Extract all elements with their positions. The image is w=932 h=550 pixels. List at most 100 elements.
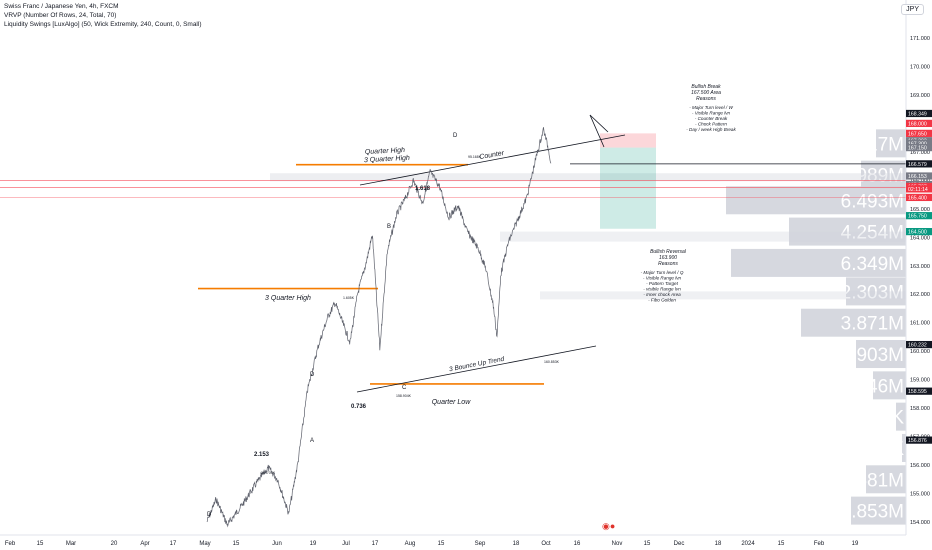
bullish-reversal-reasons: Reasons [658, 261, 678, 267]
price-tick-0: 171.000 [910, 36, 930, 42]
time-tick-17: 16 [574, 541, 581, 547]
drawing-lines [0, 114, 906, 393]
time-tick-3: 20 [111, 541, 118, 547]
legend-liquidity[interactable]: Liquidity Swings [LuxAlgo] (50, Wick Ext… [4, 21, 202, 28]
time-tick-22: 2024 [741, 541, 755, 547]
price-label-bg-10 [906, 185, 932, 193]
price-tick-4: 167.000 [910, 150, 930, 156]
fib-2153-label: 2.153 [254, 452, 270, 458]
price-label-11: 165.400 [908, 195, 927, 201]
price-tick-15: 156.000 [910, 463, 930, 469]
three-bounce-label: 3 Bounce Up Trend [449, 356, 506, 374]
time-tick-4: Apr [140, 541, 149, 547]
time-tick-10: Jul [342, 541, 350, 547]
tradingview-logo-icon[interactable]: ◉● [602, 521, 616, 531]
point-a: A [310, 438, 314, 444]
time-tick-23: 15 [778, 541, 785, 547]
time-tick-5: 17 [170, 541, 177, 547]
vp-label-2: 6.493M [841, 191, 904, 212]
price-tick-12: 159.000 [910, 378, 930, 384]
vp-label-3: 4.254M [841, 223, 904, 244]
price-label-2: 167.650 [908, 131, 927, 137]
price-axis[interactable]: 171.000170.000169.000168.000167.000166.0… [905, 0, 932, 535]
time-tick-24: Feb [814, 541, 825, 547]
currency-badge[interactable]: JPY [901, 4, 924, 15]
price-label-12: 165.750 [908, 214, 927, 220]
time-tick-8: Jun [272, 541, 282, 547]
time-axis-bg [0, 535, 906, 550]
price-label-bg-5 [906, 144, 932, 152]
price-axis-bg [906, 0, 932, 535]
time-tick-21: 18 [715, 541, 722, 547]
vp-label-5: 2.303M [841, 282, 904, 303]
legend-symbol[interactable]: Swiss Franc / Japanese Yen, 4h, FXCM [4, 3, 119, 10]
price-label-13: 164.500 [908, 230, 927, 236]
time-tick-19: 15 [644, 541, 651, 547]
point-d-low: D [310, 372, 315, 378]
price-label-7: 166.153 [908, 174, 927, 180]
vp-bar-9 [896, 402, 906, 431]
price-label-bg-0 [906, 109, 932, 118]
top-diag-2 [589, 114, 605, 148]
time-tick-6: May [199, 541, 210, 547]
time-tick-18: Nov [612, 541, 623, 547]
price-label-bg-16 [906, 436, 932, 444]
vp-label-11: 1.681M [841, 470, 904, 491]
break-reason-3: - Chock Pattern [695, 122, 727, 127]
counter-trendline [359, 134, 626, 186]
time-axis[interactable]: Feb 15 Mar 20 Apr 17 May 15 Jun 19 Jul 17 Aug 15 Sep 18… [0, 534, 906, 550]
price-label-bg-12 [906, 212, 932, 220]
price-label-1: 168.000 [908, 121, 927, 127]
bullish-reversal-title: Bullish Reversal [650, 249, 687, 255]
price-label-bg-4 [906, 139, 932, 147]
bullish-reversal-price: 163.900 [659, 255, 677, 261]
vp-bar-7 [856, 340, 906, 369]
legend-vrvp[interactable]: VRVP (Number Of Rows, 24, Total, 70) [4, 12, 117, 19]
vp-bar-10 [902, 433, 906, 462]
price-tick-2: 169.000 [910, 93, 930, 99]
point-d-may: D [207, 512, 212, 518]
price-tick-6: 165.000 [910, 207, 930, 213]
lvn-zone-2 [500, 231, 906, 242]
price-tick-9: 162.000 [910, 292, 930, 298]
vp-label-7: 1.903M [841, 345, 904, 366]
vp-label-0: 217M [856, 134, 904, 155]
vp-bar-5 [846, 277, 906, 306]
price-label-0: 168.349 [908, 111, 927, 117]
break-reason-0: - Major Turn level / W [689, 105, 733, 110]
vp-bar-3 [789, 217, 906, 246]
price-label-bg-1 [906, 119, 932, 128]
vp-bar-11 [866, 465, 906, 494]
break-reason-2: - Counter Break [695, 116, 728, 121]
price-label-bg-7 [906, 172, 932, 180]
vp-label-10: K [891, 439, 904, 460]
bullish-break-title: Bullish Break [691, 84, 721, 90]
reversal-reason-0: - Major Turn level / Q [641, 270, 684, 275]
break-reason-1: - Visible Range lvn [692, 111, 731, 116]
top-small-label: 95.168K [468, 155, 482, 159]
volume-profile: 217M 1.989M 6.493M 4.254M 6.349M 2.303M 3.871M… [726, 129, 906, 525]
time-tick-7: 15 [233, 541, 240, 547]
reversal-reason-1: - Visible Range lvn [643, 276, 682, 281]
vp-bar-6 [801, 308, 906, 337]
time-tick-15: 18 [513, 541, 520, 547]
vp-label-9: 1K [881, 408, 905, 429]
vp-label-6: 3.871M [841, 314, 904, 335]
bullish-break-price: 167.500 Area [691, 90, 721, 96]
time-tick-13: 15 [438, 541, 445, 547]
vp-label-1: 1.989M [841, 166, 904, 187]
break-reason-4: - Day / week High Break [686, 127, 736, 132]
time-tick-0: Feb [5, 541, 16, 547]
price-tick-16: 155.000 [910, 492, 930, 498]
price-label-bg-11 [906, 193, 932, 202]
vp-label-8: 346M [856, 376, 904, 397]
price-label-bg-2 [906, 129, 932, 137]
vp-bar-0 [876, 129, 906, 158]
three-bounce-trendline [356, 345, 597, 393]
price-label-15: 158.595 [908, 389, 927, 395]
price-tick-11: 160.000 [910, 349, 930, 355]
price-tick-7: 164.000 [910, 235, 930, 241]
price-label-16: 156.876 [908, 438, 927, 444]
time-tick-1: 15 [37, 541, 44, 547]
